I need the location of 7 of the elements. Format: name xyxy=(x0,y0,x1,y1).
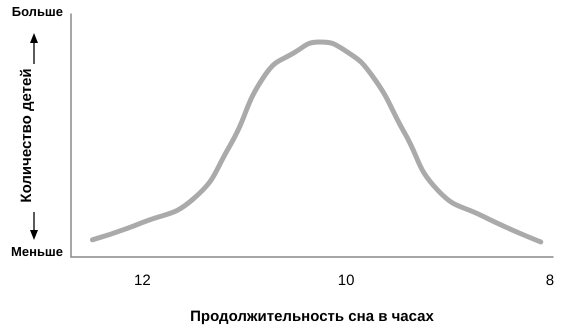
x-axis-title: Продолжительность сна в часах xyxy=(190,308,435,325)
y-axis-title: Количество детей xyxy=(18,68,35,203)
text: Меньше xyxy=(11,244,63,259)
x-tick-label: 10 xyxy=(338,272,354,289)
x-tick-label: 12 xyxy=(134,272,151,289)
text: Больше xyxy=(12,4,64,19)
x-tick-label: 8 xyxy=(546,272,554,289)
